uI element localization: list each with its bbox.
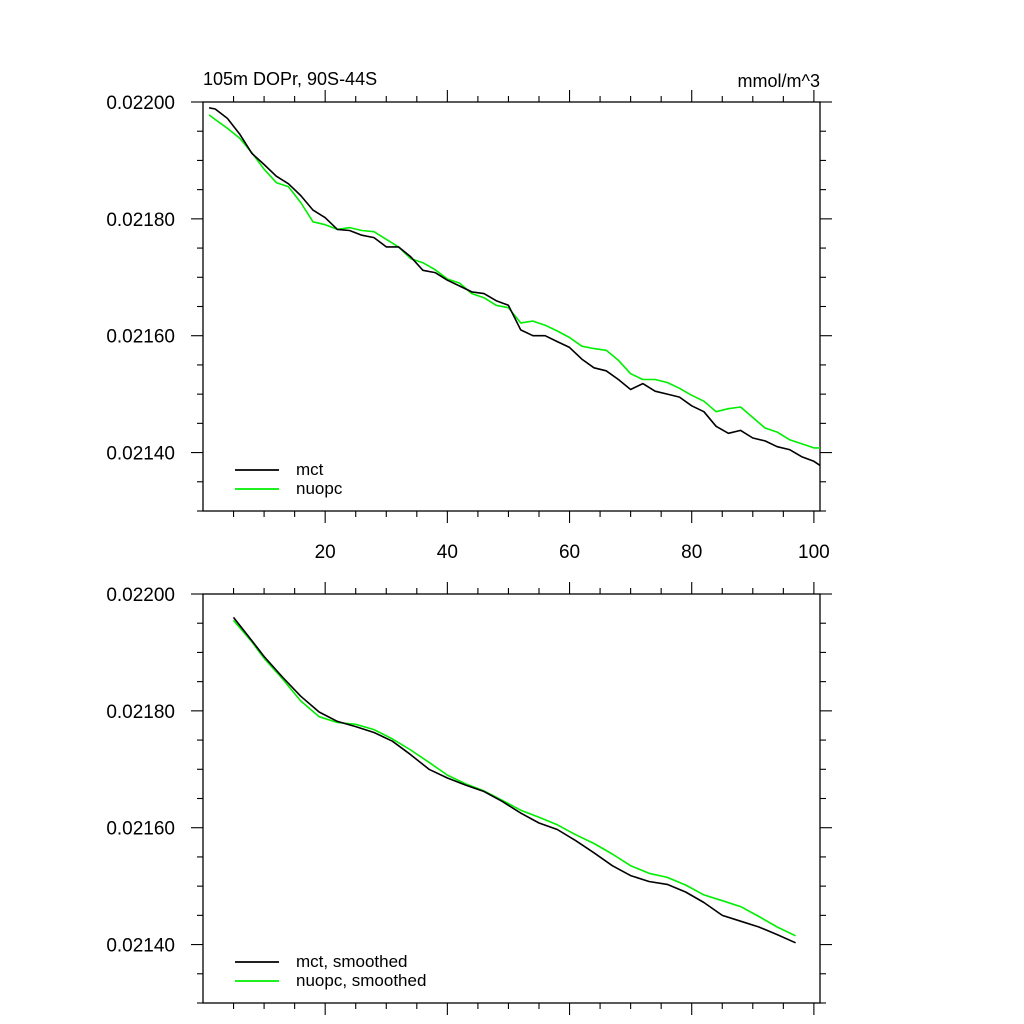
y-tick-label: 0.02160 [106,819,175,840]
series-lines [232,616,796,944]
y-tick-labels: 0.02140 0.02160 0.02180 0.02200 [106,93,175,465]
legend-label: nuopc [296,479,343,498]
top-panel: 105m DOPr, 90S-44S mmol/m^3 0.021400.021… [106,69,832,563]
x-tick-label: 60 [559,542,580,563]
tick-marks [191,582,832,1015]
series-line-nuopc [208,114,820,449]
x-tick-labels: 20 40 60 80 100 [315,542,830,563]
plot-frame [202,593,821,1004]
units-label: mmol/m^3 [738,71,820,91]
series-lines [208,107,821,467]
y-tick-label: 0.02180 [106,702,175,723]
x-tick-label: 40 [437,542,458,563]
y-tick-label: 0.02160 [106,327,175,348]
y-tick-label: 0.02200 [106,585,175,606]
x-tick-label: 20 [315,542,336,563]
y-tick-label: 0.02140 [106,936,175,957]
tick-marks [191,90,832,523]
legend-label: nuopc, smoothed [296,971,426,990]
plot-frame [202,101,821,512]
legend-label: mct [296,460,324,479]
y-tick-labels: 0.02140 0.02160 0.02180 0.02200 [106,585,175,957]
bottom-panel: 0.02140 0.02160 0.02180 0.02200 mct, smooth… [106,582,832,1015]
y-tick-label: 0.02140 [106,444,175,465]
x-tick-label: 100 [798,542,830,563]
panel-title: 105m DOPr, 90S-44S [203,69,377,89]
y-tick-label: 0.02180 [106,210,175,231]
series-line-mct-smoothed [232,616,796,944]
x-tick-label: 80 [681,542,702,563]
y-tick-label: 0.02200 [106,93,175,114]
series-line-nuopc-smoothed [232,619,796,937]
legend-label: mct, smoothed [296,952,408,971]
series-line-mct [208,107,821,467]
